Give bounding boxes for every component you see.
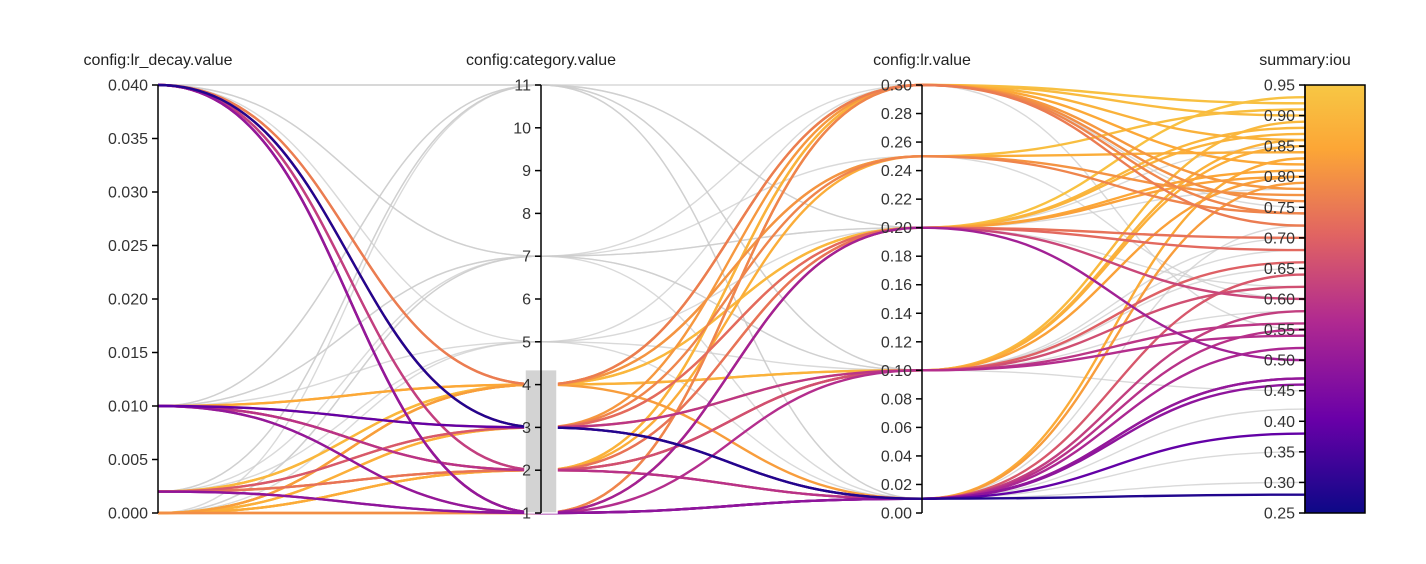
tick-label: 0.55 — [1264, 322, 1295, 339]
tick-label: 0.65 — [1264, 261, 1295, 278]
tick-label: 0.26 — [881, 135, 912, 152]
tick-label: 0.10 — [881, 363, 912, 380]
tick-label: 0.25 — [1264, 506, 1295, 523]
colorbar — [1305, 85, 1365, 513]
tick-label: 0.04 — [881, 448, 912, 465]
axis-title-iou[interactable]: summary:iou — [1259, 52, 1351, 69]
tick-label: 4 — [522, 377, 531, 394]
tick-label: 0.20 — [881, 220, 912, 237]
tick-label: 1 — [522, 506, 531, 523]
series-line-24[interactable] — [157, 334, 1306, 515]
tick-label: 0.80 — [1264, 169, 1295, 186]
dimmed-series-line-2 — [157, 84, 1306, 343]
tick-label: 0.85 — [1264, 139, 1295, 156]
series-line-18[interactable] — [157, 383, 1306, 515]
tick-label: 0.14 — [881, 306, 912, 323]
tick-label: 0.035 — [108, 131, 148, 148]
tick-label: 0.010 — [108, 399, 148, 416]
dimmed-series-line-7 — [157, 226, 1306, 493]
series-line-14[interactable] — [157, 83, 1306, 408]
tick-label: 0.16 — [881, 277, 912, 294]
tick-label: 0.70 — [1264, 230, 1295, 247]
tick-label: 2 — [522, 463, 531, 480]
series-line-19[interactable] — [157, 226, 1306, 493]
tick-label: 5 — [522, 334, 531, 351]
axis-category[interactable]: 1 2 3 4 5 6 7 8 9 10 11 config:category.value — [466, 52, 616, 523]
tick-label: 0.24 — [881, 163, 912, 180]
tick-label: 6 — [522, 292, 531, 309]
tick-label: 0.020 — [108, 292, 148, 309]
dimmed-series-line-12 — [158, 84, 1306, 500]
tick-label: 0.00 — [881, 506, 912, 523]
axis-lr_decay[interactable]: 0.000 0.005 0.010 0.015 0.020 0.025 0.030 0.035… — [83, 52, 232, 523]
tick-label: 0.30 — [881, 78, 912, 95]
tick-label: 0.95 — [1264, 78, 1295, 95]
tick-label: 7 — [522, 249, 531, 266]
series-line-33[interactable] — [157, 181, 1306, 515]
axes-group: 0.0000.0050.0100.0150.0200.0250.0300.035… — [83, 52, 1366, 523]
tick-label: 0.45 — [1264, 383, 1295, 400]
tick-label: 0.015 — [108, 345, 148, 362]
tick-label: 0.75 — [1264, 200, 1295, 217]
tick-label: 11 — [514, 78, 531, 95]
dimmed-series-line-17 — [157, 84, 1306, 407]
series-line-0[interactable] — [157, 83, 1306, 500]
tick-label: 3 — [522, 420, 531, 437]
dimmed-series-line-14 — [157, 84, 1306, 493]
tick-label: 0.12 — [881, 334, 912, 351]
dimmed-series-line-8 — [157, 341, 1306, 500]
dimmed-series-line-5 — [157, 341, 1306, 407]
tick-label: 0.60 — [1264, 292, 1295, 309]
tick-label: 0.08 — [881, 391, 912, 408]
dimmed-series-line-15 — [157, 237, 1306, 514]
tick-label: 0.005 — [108, 452, 148, 469]
axis-iou[interactable]: 0.25 0.30 0.35 0.40 0.45 0.50 0.55 0.60 0.65 0.70… — [1259, 52, 1366, 523]
tick-label: 0.50 — [1264, 353, 1295, 370]
axis-lr[interactable]: 0.00 0.02 0.04 0.06 0.08 0.10 0.12 0.14 0.16 0.18… — [873, 52, 971, 523]
tick-label: 8 — [522, 206, 531, 223]
tick-label: 0.35 — [1264, 444, 1295, 461]
axis-title-category[interactable]: config:category.value — [466, 52, 616, 69]
series-line-7[interactable] — [157, 83, 1306, 386]
tick-label: 0.18 — [881, 249, 912, 266]
axis-title-lr_decay[interactable]: config:lr_decay.value — [83, 52, 232, 69]
axis-title-lr[interactable]: config:lr.value — [873, 52, 971, 69]
tick-label: 0.040 — [108, 78, 148, 95]
tick-label: 0.90 — [1264, 108, 1295, 125]
tick-label: 0.025 — [108, 238, 148, 255]
active-series-group — [157, 83, 1306, 515]
series-line-16[interactable] — [157, 328, 1306, 500]
tick-label: 9 — [522, 163, 531, 180]
tick-label: 0.02 — [881, 477, 912, 494]
tick-label: 0.40 — [1264, 414, 1295, 431]
tick-label: 0.30 — [1264, 475, 1295, 492]
tick-label: 0.030 — [108, 185, 148, 202]
tick-label: 10 — [513, 120, 531, 137]
tick-label: 0.000 — [108, 506, 148, 523]
tick-label: 0.22 — [881, 192, 912, 209]
tick-label: 0.28 — [881, 106, 912, 123]
tick-label: 0.06 — [881, 420, 912, 437]
